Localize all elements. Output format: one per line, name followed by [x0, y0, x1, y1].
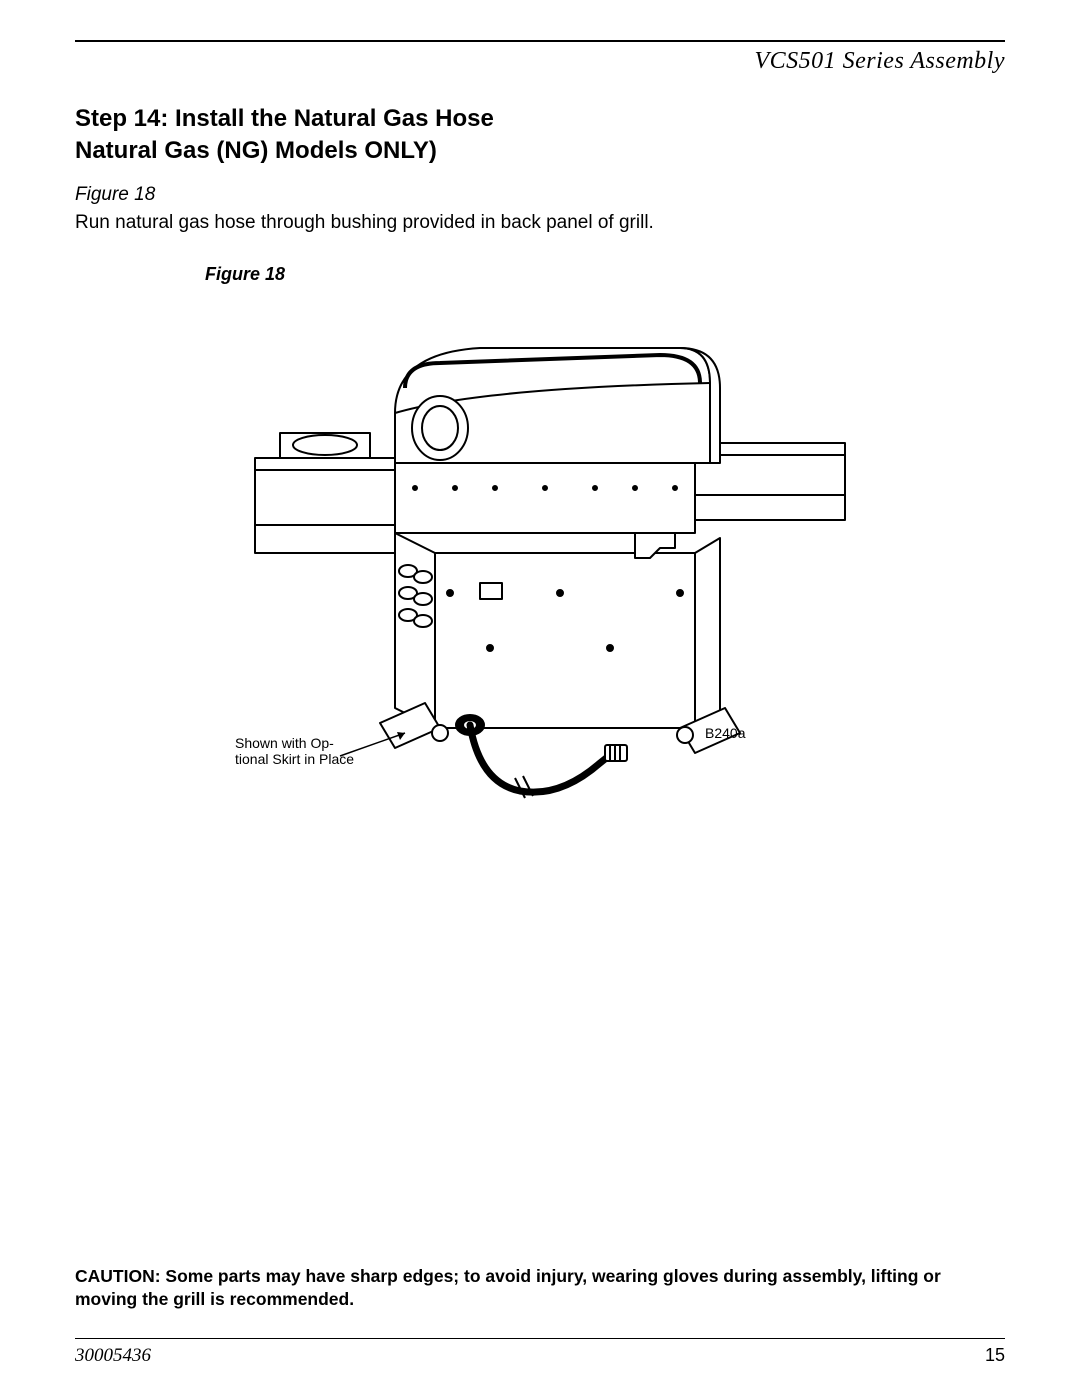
instruction-text: Run natural gas hose through bushing pro… [75, 212, 1005, 234]
caution-text: CAUTION: Some parts may have sharp edges… [75, 1265, 1005, 1312]
callout-left-line1: Shown with Op- [235, 735, 334, 751]
callout-left-line2: tional Skirt in Place [235, 751, 354, 767]
page-footer: 30005436 15 [75, 1338, 1005, 1367]
page-number: 15 [985, 1345, 1005, 1366]
series-title: VCS501 Series Assembly [75, 48, 1005, 75]
callout-right: B240a [705, 725, 746, 741]
step-heading-line1: Step 14: Install the Natural Gas Hose [75, 105, 494, 132]
header-rule [75, 40, 1005, 42]
figure-reference: Figure 18 [75, 184, 1005, 206]
doc-number: 30005436 [75, 1345, 151, 1367]
figure-caption: Figure 18 [205, 264, 1005, 285]
figure-18: Figure 18 [75, 264, 1005, 813]
grill-diagram: Shown with Op- tional Skirt in Place B24… [180, 293, 900, 813]
step-heading: Step 14: Install the Natural Gas Hose Na… [75, 103, 1005, 168]
step-heading-line2: Natural Gas (NG) Models ONLY) [75, 137, 437, 164]
